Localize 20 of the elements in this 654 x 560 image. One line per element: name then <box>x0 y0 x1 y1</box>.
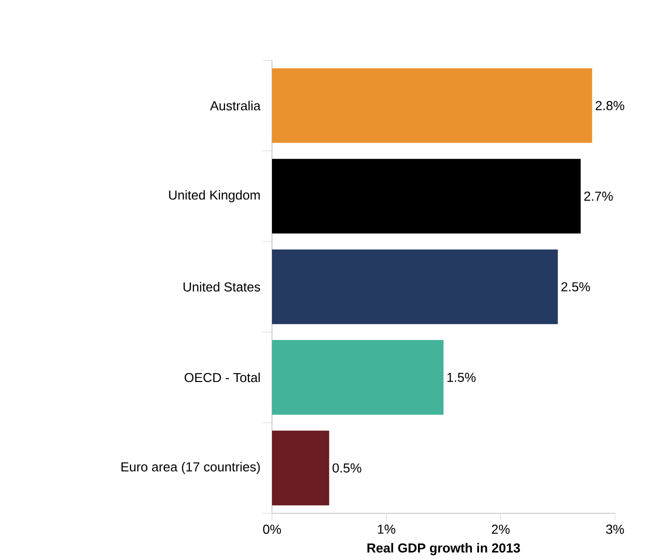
y-tick-label: OECD - Total <box>184 372 260 382</box>
data-label: 2.8% <box>596 101 624 110</box>
data-label: 1.5% <box>447 372 476 382</box>
y-tick-label: Euro area (17 countries) <box>122 462 260 474</box>
x-tick-label: 3% <box>606 524 624 534</box>
x-tick-label: 1% <box>378 524 396 534</box>
y-tick-label: United States <box>184 282 260 292</box>
x-tick-label: 0% <box>263 524 281 534</box>
data-label: 2.7% <box>584 192 613 201</box>
bar <box>272 68 592 144</box>
x-tick-label: 2% <box>492 524 510 534</box>
bar <box>272 430 330 506</box>
bar <box>272 159 581 234</box>
y-tick-label: United Kingdom <box>169 190 260 202</box>
bar <box>272 340 444 415</box>
data-label: 2.5% <box>561 282 590 292</box>
data-label: 0.5% <box>332 464 362 473</box>
x-axis-title: Real GDP growth in 2013 <box>367 543 520 556</box>
bar <box>272 250 558 324</box>
y-tick-label: Australia <box>210 100 261 111</box>
